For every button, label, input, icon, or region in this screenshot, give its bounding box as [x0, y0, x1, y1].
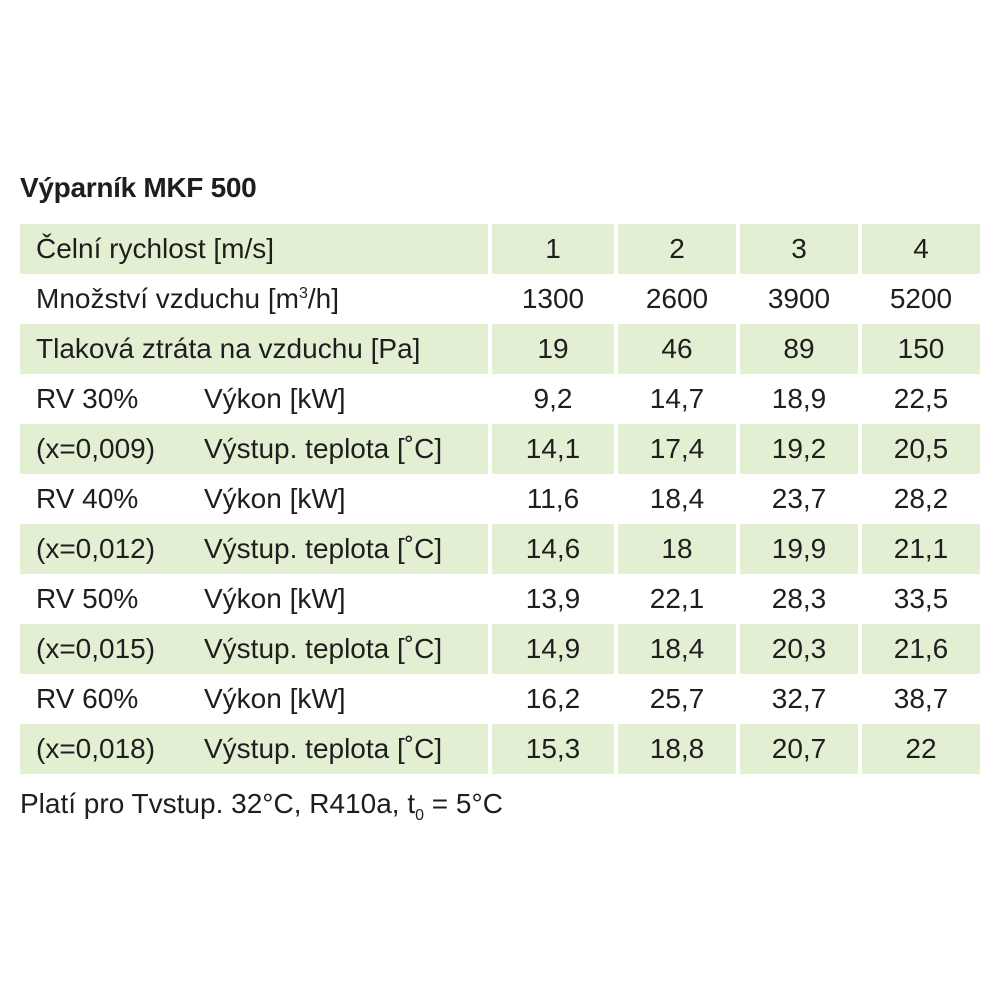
table-cell: 28,2	[858, 474, 980, 524]
humidity-label: (x=0,018)	[20, 724, 196, 774]
quantity-label: Výstup. teplota [˚C]	[196, 724, 488, 774]
quantity-label: Výstup. teplota [˚C]	[196, 624, 488, 674]
table-cell: 18,9	[736, 374, 858, 424]
table-cell: 5200	[858, 274, 980, 324]
table-cell: 21,6	[858, 624, 980, 674]
table-cell: 18,4	[614, 624, 736, 674]
quantity-label: Výstup. teplota [˚C]	[196, 524, 488, 574]
table-cell: 3900	[736, 274, 858, 324]
face-velocity-label: Čelní rychlost [m/s]	[20, 224, 488, 274]
table-title: Výparník MKF 500	[20, 172, 257, 203]
table-cell: 18,4	[614, 474, 736, 524]
table-cell: 19,9	[736, 524, 858, 574]
table-row: (x=0,012) Výstup. teplota [˚C] 14,6 18 1…	[20, 524, 980, 574]
table-cell: 19	[488, 324, 614, 374]
table-row: RV 30% Výkon [kW] 9,2 14,7 18,9 22,5	[20, 374, 980, 424]
pressure-loss-label: Tlaková ztráta na vzduchu [Pa]	[20, 324, 488, 374]
footnote: Platí pro Tvstup. 32°C, R410a, t0 = 5°C	[20, 788, 503, 824]
quantity-label: Výkon [kW]	[204, 483, 346, 514]
table-row: (x=0,018) Výstup. teplota [˚C] 15,3 18,8…	[20, 724, 980, 774]
table-row: RV 50% Výkon [kW] 13,9 22,1 28,3 33,5	[20, 574, 980, 624]
table-cell: 14,9	[488, 624, 614, 674]
table-row: (x=0,015) Výstup. teplota [˚C] 14,9 18,4…	[20, 624, 980, 674]
table-row: RV 60% Výkon [kW] 16,2 25,7 32,7 38,7	[20, 674, 980, 724]
quantity-label: Výkon [kW]	[204, 683, 346, 714]
table-cell: 18,8	[614, 724, 736, 774]
evaporator-table: Čelní rychlost [m/s] 1 2 3 4 Množství vz…	[20, 224, 980, 774]
table-cell: 22,5	[858, 374, 980, 424]
table-cell: 28,3	[736, 574, 858, 624]
table-row: RV 40% Výkon [kW] 11,6 18,4 23,7 28,2	[20, 474, 980, 524]
table-cell: 46	[614, 324, 736, 374]
table-row: Množství vzduchu [m3/h] 1300 2600 3900 5…	[20, 274, 980, 324]
table-cell: 33,5	[858, 574, 980, 624]
table-cell: 22,1	[614, 574, 736, 624]
table-cell: 32,7	[736, 674, 858, 724]
table-cell: 3	[736, 224, 858, 274]
table-cell: 38,7	[858, 674, 980, 724]
table-cell: 4	[858, 224, 980, 274]
table-cell: 1300	[488, 274, 614, 324]
table-cell: 14,6	[488, 524, 614, 574]
quantity-label: Výkon [kW]	[204, 383, 346, 414]
table-row: (x=0,009) Výstup. teplota [˚C] 14,1 17,4…	[20, 424, 980, 474]
table-cell: 1	[488, 224, 614, 274]
humidity-label: (x=0,009)	[20, 424, 196, 474]
table-cell: 2	[614, 224, 736, 274]
table-cell: 89	[736, 324, 858, 374]
table-cell: 9,2	[488, 374, 614, 424]
humidity-label: RV 60%	[36, 683, 139, 714]
humidity-label: (x=0,012)	[20, 524, 196, 574]
table-cell: 14,7	[614, 374, 736, 424]
humidity-label: RV 50%	[36, 583, 139, 614]
humidity-label: (x=0,015)	[20, 624, 196, 674]
table-cell: 20,5	[858, 424, 980, 474]
table-cell: 11,6	[488, 474, 614, 524]
quantity-label: Výkon [kW]	[204, 583, 346, 614]
table-cell: 19,2	[736, 424, 858, 474]
humidity-label: RV 30%	[36, 383, 139, 414]
table-cell: 18	[614, 524, 736, 574]
table-cell: 17,4	[614, 424, 736, 474]
table-cell: 25,7	[614, 674, 736, 724]
air-volume-label: Množství vzduchu [m3/h]	[36, 283, 340, 314]
table-cell: 14,1	[488, 424, 614, 474]
table-cell: 16,2	[488, 674, 614, 724]
table-cell: 13,9	[488, 574, 614, 624]
humidity-label: RV 40%	[36, 483, 139, 514]
quantity-label: Výstup. teplota [˚C]	[196, 424, 488, 474]
table-cell: 20,3	[736, 624, 858, 674]
table-header-row: Čelní rychlost [m/s] 1 2 3 4	[20, 224, 980, 274]
table-cell: 150	[858, 324, 980, 374]
table-row: Tlaková ztráta na vzduchu [Pa] 19 46 89 …	[20, 324, 980, 374]
table-cell: 2600	[614, 274, 736, 324]
table-cell: 21,1	[858, 524, 980, 574]
table-cell: 22	[858, 724, 980, 774]
table-cell: 23,7	[736, 474, 858, 524]
table-cell: 15,3	[488, 724, 614, 774]
table-cell: 20,7	[736, 724, 858, 774]
